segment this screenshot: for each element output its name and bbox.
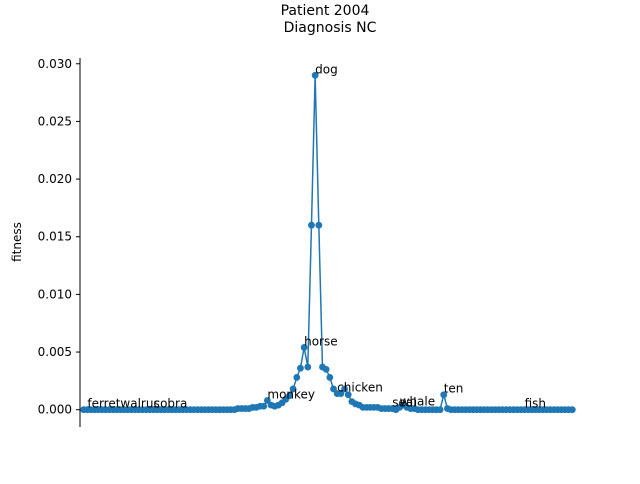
data-point [315, 221, 323, 229]
data-point [308, 221, 315, 229]
annotation-label: seal [392, 396, 416, 410]
annotation-label: monkey [267, 387, 315, 401]
data-point [304, 363, 312, 371]
data-point [440, 391, 448, 399]
data-point [326, 374, 334, 381]
data-point [568, 406, 576, 414]
annotation-label: ten [444, 382, 464, 396]
annotation-label: dog [315, 62, 338, 76]
y-axis-label: fitness [10, 222, 24, 262]
annotation-label: cobra [153, 397, 187, 411]
annotation-label: chicken [337, 381, 383, 395]
data-point [311, 71, 319, 79]
series-layer [80, 71, 576, 414]
annotation-label: horse [304, 334, 338, 348]
y-axis-ticks: 0.000 0.005 0.010 0.015 0.020 0.025 0.030 [38, 57, 80, 417]
data-point [289, 385, 297, 393]
y-tick-label: 0.005 [38, 345, 72, 359]
chart-subtitle: Diagnosis NC [284, 20, 377, 36]
data-point [293, 374, 301, 381]
y-tick-label: 0.010 [38, 287, 72, 301]
data-point [341, 385, 348, 393]
annotation-label: ferret [87, 397, 120, 411]
data-point [263, 397, 271, 404]
data-point [286, 392, 293, 400]
y-tick-label: 0.015 [38, 230, 72, 244]
annotation-label: walrus [120, 397, 159, 411]
series-line [83, 75, 573, 411]
y-tick-label: 0.030 [38, 57, 72, 71]
data-point [344, 391, 352, 399]
data-point [436, 406, 444, 414]
y-tick-label: 0.025 [38, 114, 72, 128]
annotation-label: fish [525, 397, 546, 411]
chart-title: Patient 2004 [281, 3, 370, 19]
y-tick-label: 0.020 [38, 172, 72, 186]
annotation-label: whale [400, 394, 436, 408]
data-point [322, 365, 330, 373]
data-point [300, 344, 308, 351]
y-tick-label: 0.000 [38, 403, 72, 417]
data-point [330, 385, 337, 393]
data-point [260, 402, 268, 410]
data-point [297, 364, 304, 372]
data-point [337, 390, 345, 397]
